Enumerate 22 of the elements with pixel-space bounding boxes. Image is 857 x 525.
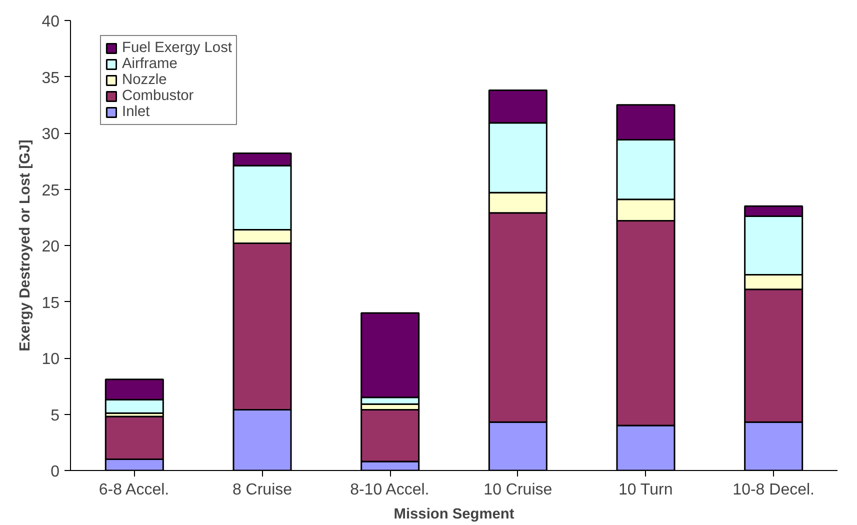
legend-label: Fuel Exergy Lost: [122, 40, 232, 56]
y-tick-label: 10: [42, 351, 60, 368]
legend-label: Nozzle: [122, 72, 167, 88]
x-tick-label: 10 Cruise: [484, 482, 552, 498]
y-tick-label: 20: [42, 238, 60, 256]
x-tick-label: 8 Cruise: [232, 482, 292, 498]
x-axis-title: Mission Segment: [394, 506, 514, 522]
y-tick-label: 5: [50, 407, 60, 424]
legend-label: Inlet: [122, 104, 150, 120]
x-tick-label: 10-8 Decel.: [732, 482, 814, 498]
y-tick-label: 30: [42, 126, 60, 143]
x-tick-label: 6-8 Accel.: [98, 482, 170, 498]
y-tick-label: 15: [42, 294, 60, 312]
x-tick-label: 10 Turn: [618, 482, 673, 498]
x-tick-label: 8-10 Accel.: [350, 482, 430, 498]
y-tick-label: 25: [42, 182, 60, 200]
legend-label: Airframe: [122, 56, 178, 72]
y-axis-title: Exergy Destroyed or Lost [GJ]: [18, 140, 34, 352]
y-tick-label: 40: [42, 14, 60, 30]
legend-label: Combustor: [122, 88, 194, 104]
y-tick-label: 0: [50, 464, 60, 480]
y-tick-label: 35: [42, 70, 60, 87]
